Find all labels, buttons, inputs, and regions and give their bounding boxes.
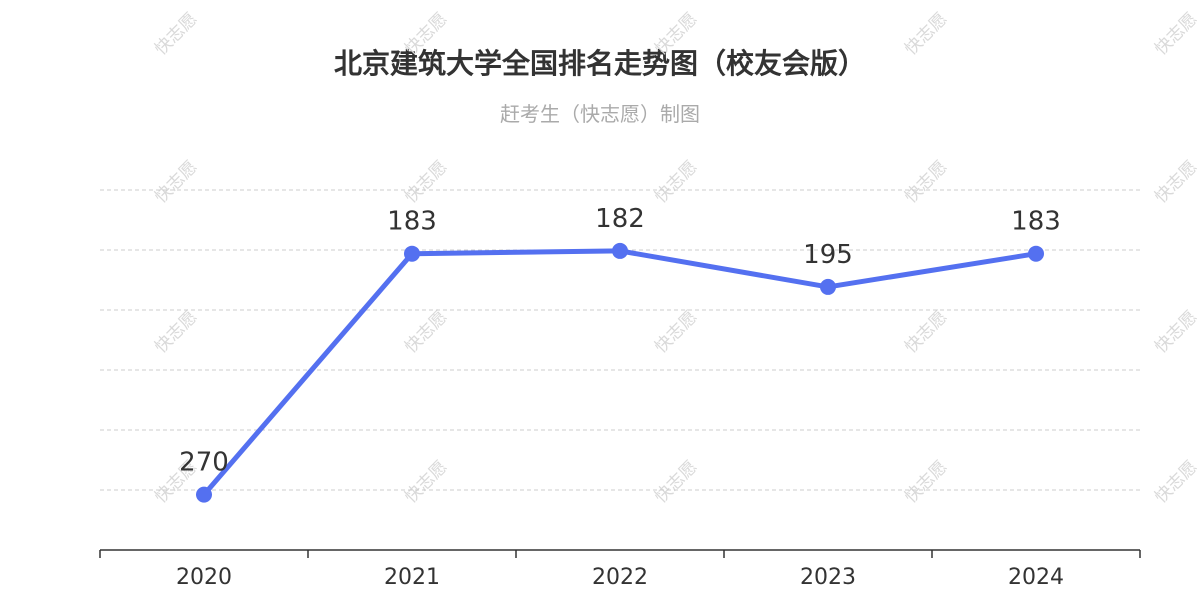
chart-subtitle: 赶考生（快志愿）制图 bbox=[500, 102, 700, 126]
series-layer bbox=[196, 242, 1044, 503]
data-point[interactable] bbox=[404, 245, 420, 262]
series-line bbox=[202, 248, 1037, 497]
data-labels: 270 183 182 195 183 bbox=[179, 204, 1061, 478]
grid-lines bbox=[100, 189, 1140, 491]
x-tick-label: 2022 bbox=[592, 565, 648, 590]
x-axis: 2020 2021 2022 2023 2024 bbox=[99, 549, 1141, 590]
data-point[interactable] bbox=[196, 486, 212, 503]
data-point[interactable] bbox=[820, 278, 836, 295]
x-tick-label: 2024 bbox=[1008, 565, 1064, 590]
data-point[interactable] bbox=[1028, 245, 1044, 262]
data-label: 195 bbox=[803, 240, 853, 270]
data-label: 270 bbox=[179, 448, 229, 478]
x-tick-label: 2021 bbox=[384, 565, 440, 590]
data-label: 183 bbox=[1011, 207, 1061, 237]
data-point[interactable] bbox=[612, 242, 628, 259]
data-label: 182 bbox=[595, 204, 645, 234]
x-tick-label: 2020 bbox=[176, 565, 232, 590]
x-tick-label: 2023 bbox=[800, 565, 856, 590]
chart-title: 北京建筑大学全国排名走势图（校友会版） bbox=[333, 47, 866, 80]
data-label: 183 bbox=[387, 207, 437, 237]
